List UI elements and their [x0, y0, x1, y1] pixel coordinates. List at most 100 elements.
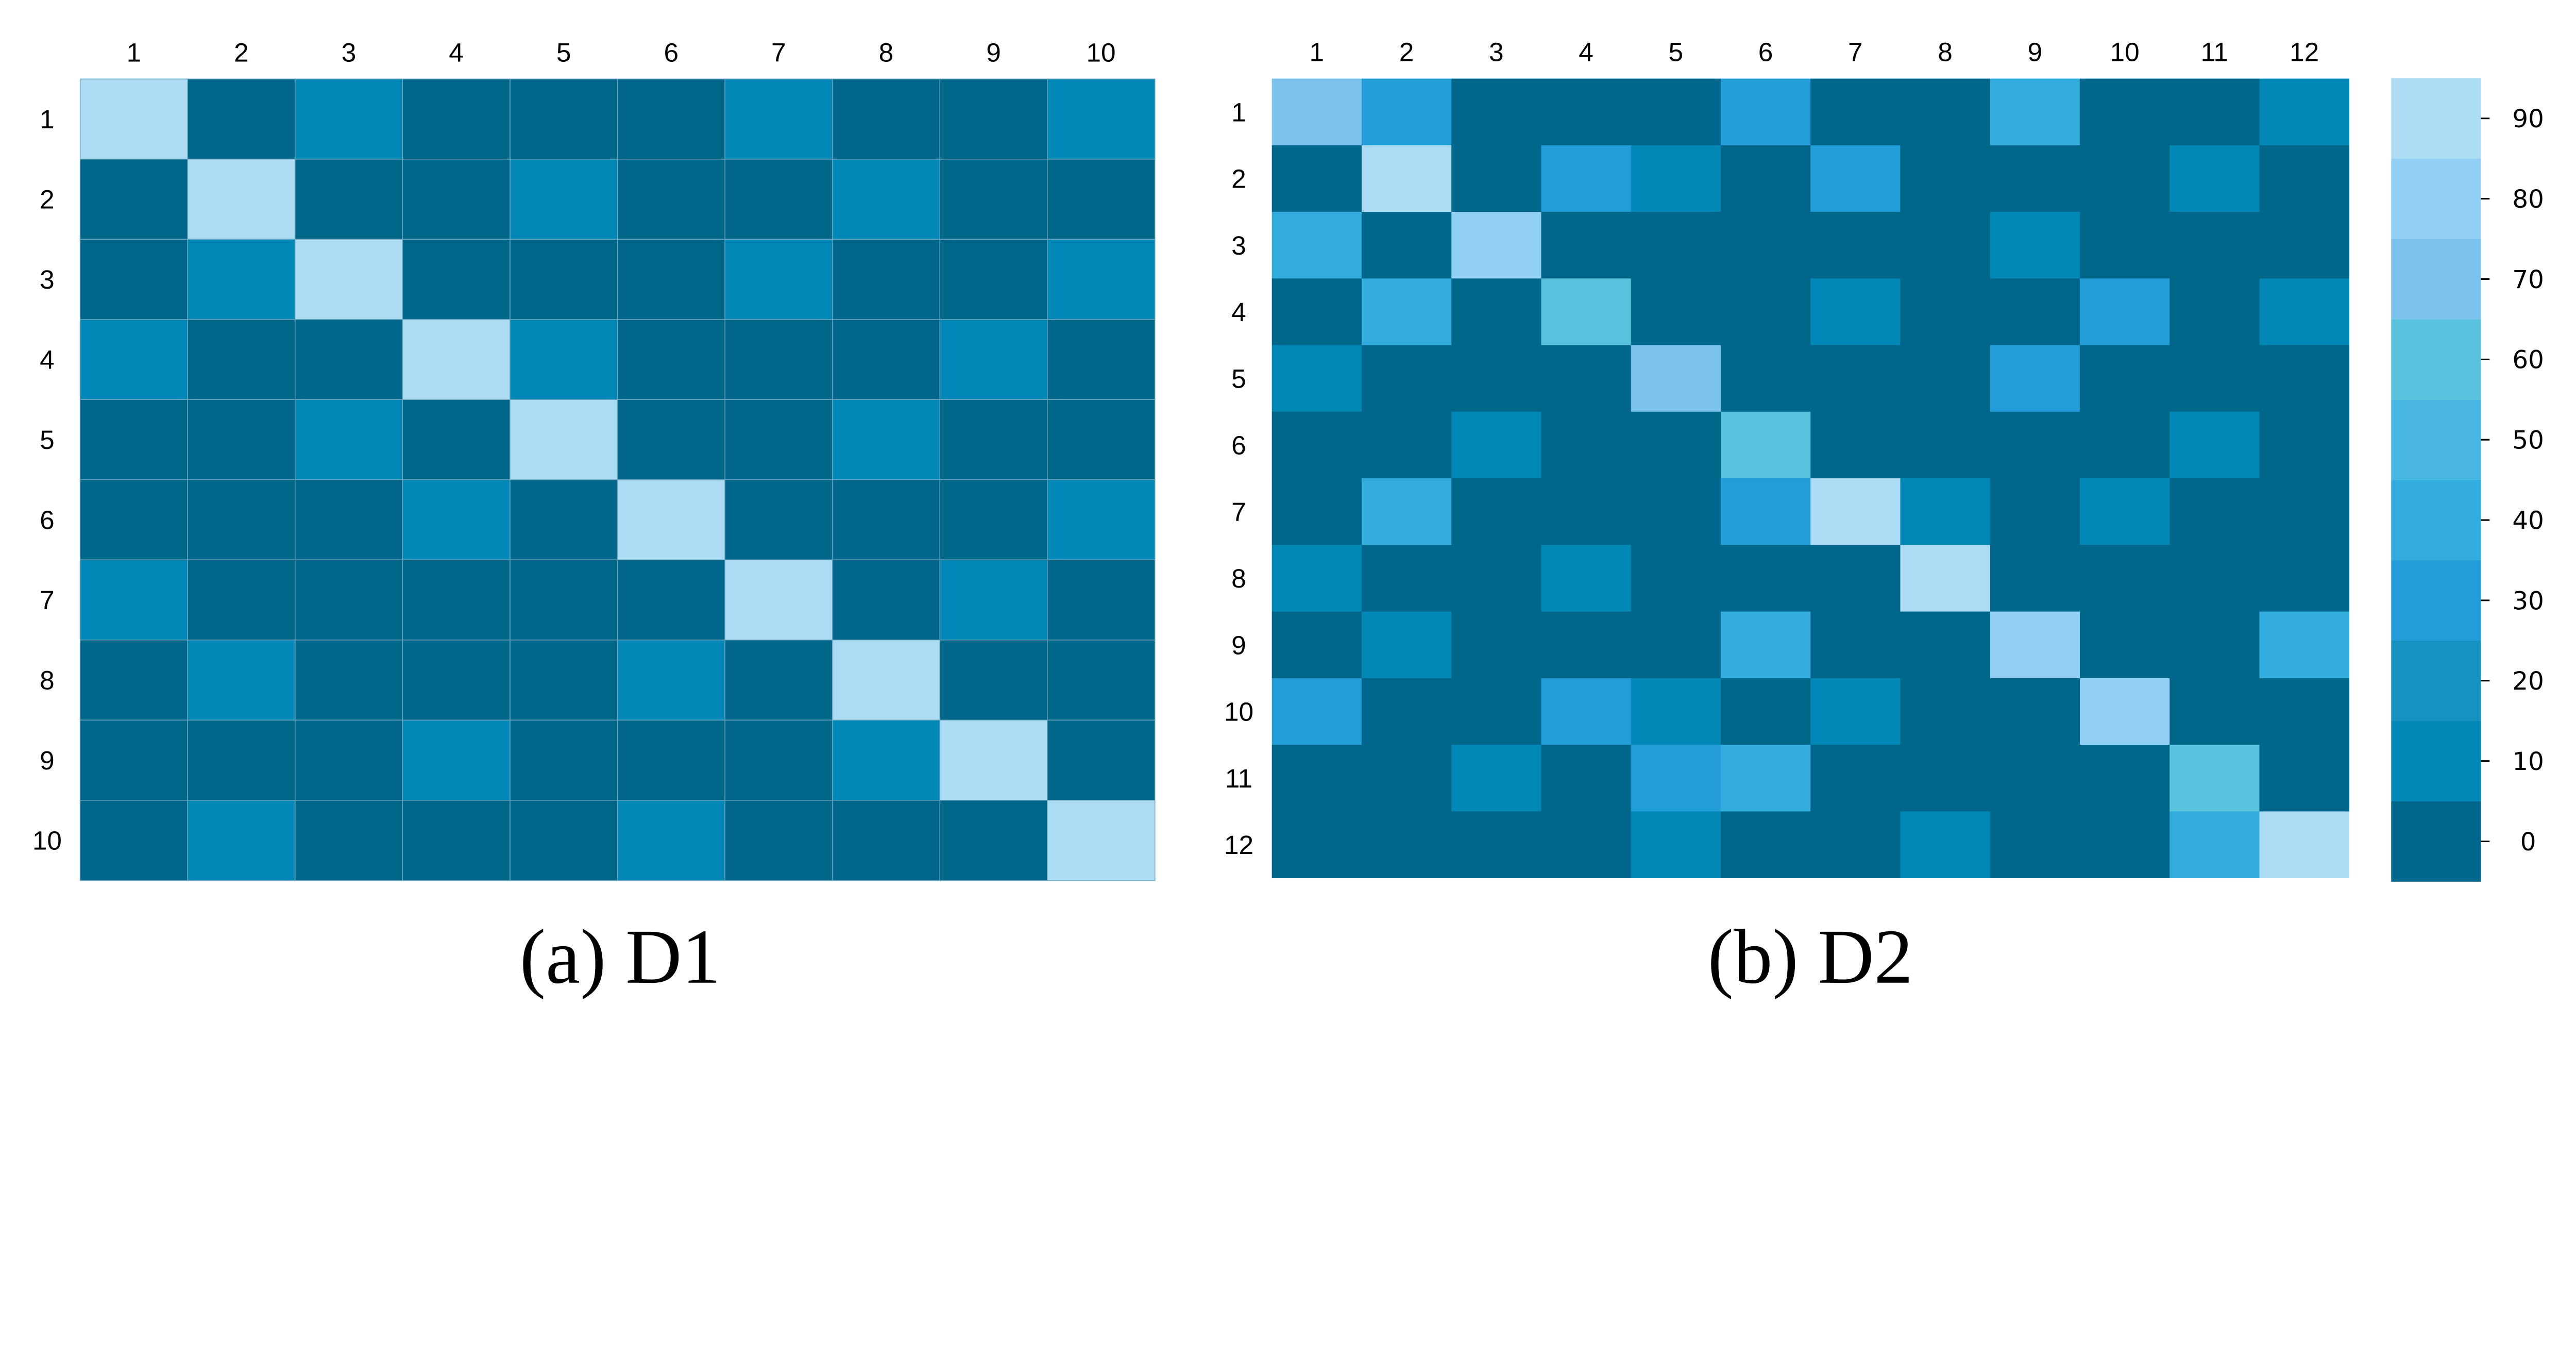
heatmap-cell: [1810, 278, 1901, 345]
heatmap-cell: [1990, 478, 2080, 545]
x-tick-label: 7: [771, 38, 786, 67]
heatmap-cell: [724, 719, 833, 801]
heatmap-cell: [1361, 745, 1452, 812]
colorbar-tick-label: 70: [2512, 265, 2544, 294]
heatmap-cell: [402, 639, 511, 721]
heatmap-cell: [1541, 78, 1632, 146]
heatmap-cell: [1810, 811, 1901, 879]
y-tick-label: 7: [1231, 497, 1246, 527]
y-tick-label: 9: [40, 746, 55, 775]
heatmap-cell: [832, 719, 941, 801]
heatmap-cell: [1631, 212, 1721, 279]
heatmap-cell: [2079, 145, 2170, 212]
heatmap-cell: [939, 799, 1048, 881]
heatmap-cell: [1047, 639, 1156, 721]
heatmap-cell: [2170, 811, 2260, 879]
heatmap-cell: [939, 639, 1048, 721]
heatmap-cell: [724, 159, 833, 240]
heatmap-cell: [1451, 78, 1541, 146]
y-tick-label: 6: [1231, 431, 1246, 460]
heatmap-cell: [1361, 611, 1452, 679]
heatmap-cell: [1720, 678, 1811, 745]
heatmap-cell: [187, 159, 296, 240]
x-tick-label: 4: [449, 38, 464, 67]
y-tick-label: 8: [40, 666, 55, 695]
heatmap-cell: [832, 799, 941, 881]
heatmap-cell: [724, 639, 833, 721]
y-tick-label: 10: [1224, 697, 1253, 727]
heatmap-cell: [1810, 78, 1901, 146]
heatmap-cell: [617, 559, 726, 641]
heatmap-cell: [617, 799, 726, 881]
heatmap-cell: [832, 78, 941, 160]
heatmap-cell: [510, 319, 618, 400]
colorbar-swatch: [2391, 801, 2481, 882]
x-tick-label: 1: [127, 38, 142, 67]
heatmap-cell: [1361, 678, 1452, 745]
heatmap-cell: [1451, 678, 1541, 745]
heatmap-cell: [1810, 678, 1901, 745]
heatmap-cell: [1541, 212, 1632, 279]
heatmap-cell: [1900, 678, 1991, 745]
heatmap-cell: [617, 719, 726, 801]
heatmap-cell: [2079, 678, 2170, 745]
heatmap-cell: [2259, 78, 2350, 146]
heatmap-cell: [1541, 611, 1632, 679]
heatmap-cell: [187, 319, 296, 400]
heatmap-cell: [939, 239, 1048, 320]
colorbar-swatch: [2391, 78, 2481, 159]
heatmap-cell: [1451, 212, 1541, 279]
heatmap-cell: [1631, 345, 1721, 412]
heatmap-cell: [402, 239, 511, 320]
heatmap-cell: [294, 799, 403, 881]
x-tick-label: 6: [664, 38, 679, 67]
heatmap-cell: [1451, 278, 1541, 345]
heatmap-cell: [1990, 345, 2080, 412]
heatmap-cell: [187, 479, 296, 561]
x-tick-label: 7: [1848, 38, 1863, 67]
heatmap-cell: [510, 399, 618, 480]
heatmap-cell: [1361, 278, 1452, 345]
colorbar-tick-label: 10: [2512, 747, 2544, 776]
heatmap-cell: [187, 559, 296, 641]
heatmap-cell: [1541, 345, 1632, 412]
x-tick-label: 10: [2110, 38, 2140, 67]
heatmap-cell: [939, 479, 1048, 561]
x-tick-label: 8: [1938, 38, 1953, 67]
heatmap-cell: [1541, 145, 1632, 212]
x-tick-label: 5: [1669, 38, 1684, 67]
heatmap-cell: [939, 159, 1048, 240]
x-tick-label: 6: [1758, 38, 1773, 67]
heatmap-cell: [2170, 545, 2260, 612]
x-tick-label: 2: [234, 38, 249, 67]
x-tick-label: 8: [879, 38, 894, 67]
heatmap-cell: [294, 78, 403, 160]
heatmap-cell: [1272, 478, 1362, 545]
colorbar-tick-label: 20: [2512, 667, 2544, 696]
heatmap-cell: [1451, 478, 1541, 545]
heatmap-cell: [1451, 611, 1541, 679]
y-tick-label: 4: [1231, 297, 1246, 327]
heatmap-cell: [832, 479, 941, 561]
heatmap-cell: [187, 639, 296, 721]
heatmap-cell: [402, 719, 511, 801]
heatmap-cell: [79, 399, 189, 480]
heatmap-cell: [1900, 145, 1991, 212]
heatmap-cell: [402, 78, 511, 160]
heatmap-cell: [1272, 145, 1362, 212]
heatmap-cell: [1810, 478, 1901, 545]
caption-d1: (a) D1: [520, 913, 721, 1000]
heatmap-cell: [617, 78, 726, 160]
heatmap-cell: [402, 159, 511, 240]
heatmap-cell: [724, 479, 833, 561]
heatmap-cell: [1990, 411, 2080, 479]
heatmap-cell: [617, 159, 726, 240]
heatmap-cell: [1361, 345, 1452, 412]
heatmap-cell: [1272, 278, 1362, 345]
heatmap-cell: [2079, 478, 2170, 545]
x-tick-label: 2: [1399, 38, 1414, 67]
heatmap-cell: [79, 239, 189, 320]
heatmap-cell: [2079, 745, 2170, 812]
heatmap-cell: [2170, 745, 2260, 812]
